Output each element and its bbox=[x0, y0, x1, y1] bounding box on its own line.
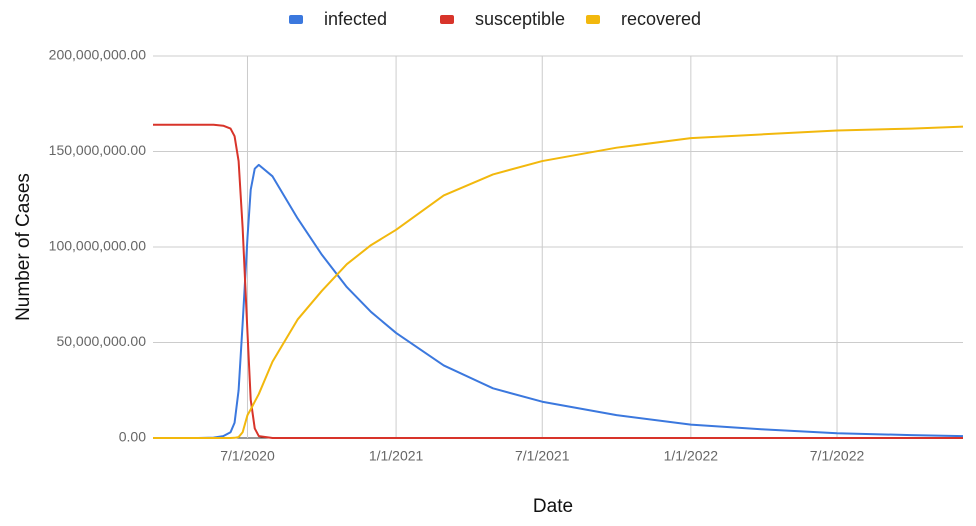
x-tick-label: 7/1/2021 bbox=[515, 448, 570, 464]
y-tick-label: 150,000,000.00 bbox=[49, 142, 147, 158]
legend-swatch bbox=[586, 15, 600, 24]
y-tick-label: 50,000,000.00 bbox=[56, 333, 146, 349]
x-axis-title: Date bbox=[533, 496, 573, 517]
x-tick-label: 7/1/2020 bbox=[220, 448, 275, 464]
series-line bbox=[153, 163, 964, 439]
x-tick-label: 7/1/2022 bbox=[810, 448, 865, 464]
y-tick-label: 200,000,000.00 bbox=[49, 47, 147, 63]
series-line bbox=[153, 125, 964, 439]
y-axis-title: Number of Cases bbox=[13, 173, 34, 321]
legend-label: recovered bbox=[621, 9, 701, 29]
x-tick-label: 1/1/2021 bbox=[369, 448, 424, 464]
legend-label: susceptible bbox=[475, 9, 565, 29]
legend-swatch bbox=[289, 15, 303, 24]
y-tick-label: 0.00 bbox=[119, 429, 146, 445]
legend-swatch bbox=[440, 15, 454, 24]
legend-label: infected bbox=[324, 9, 387, 29]
series-line bbox=[153, 123, 963, 439]
y-tick-label: 100,000,000.00 bbox=[49, 238, 147, 254]
x-tick-label: 1/1/2022 bbox=[664, 448, 719, 464]
